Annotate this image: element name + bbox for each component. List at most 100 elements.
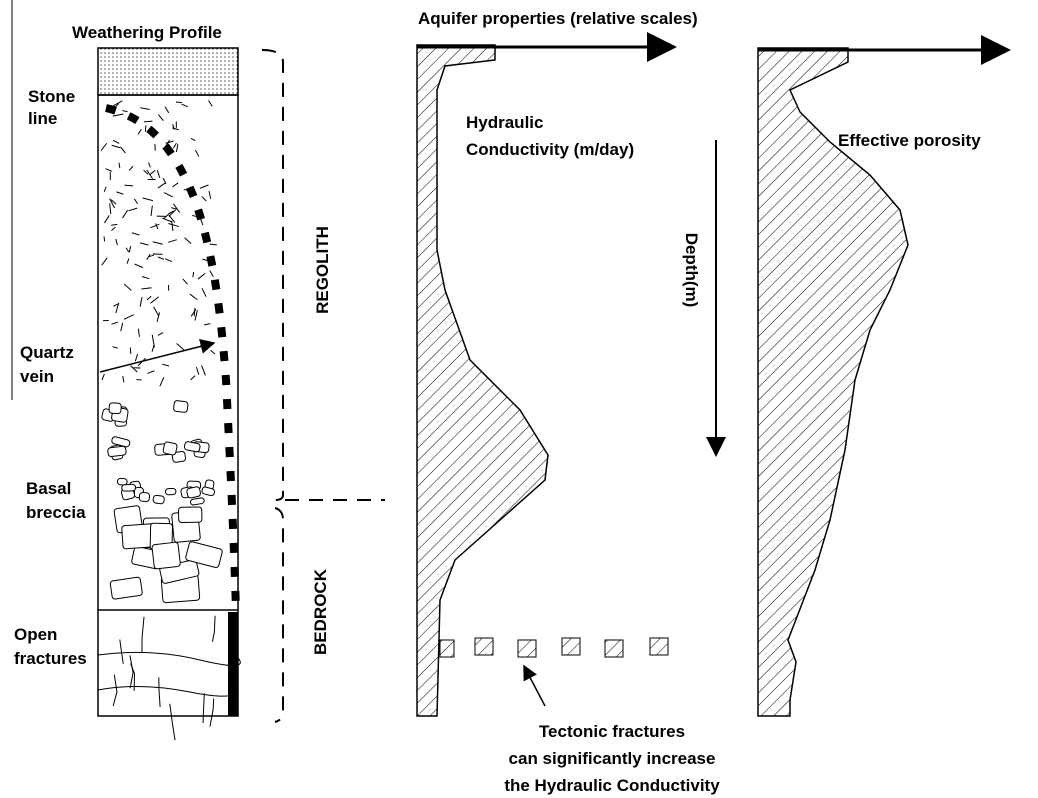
aquifer-title: Aquifer properties (relative scales) bbox=[418, 9, 698, 28]
texture bbox=[128, 208, 137, 211]
texture bbox=[153, 242, 163, 245]
fracture bbox=[562, 638, 580, 655]
texture bbox=[186, 486, 201, 498]
texture bbox=[190, 497, 205, 505]
texture bbox=[191, 376, 196, 380]
texture bbox=[139, 493, 149, 502]
texture bbox=[172, 183, 178, 187]
texture bbox=[158, 183, 166, 188]
texture bbox=[112, 347, 117, 348]
texture bbox=[147, 296, 151, 300]
texture bbox=[142, 277, 149, 279]
texture bbox=[111, 224, 117, 225]
texture bbox=[143, 198, 153, 201]
texture bbox=[120, 147, 125, 153]
texture bbox=[170, 704, 175, 740]
texture bbox=[104, 215, 109, 222]
texture bbox=[111, 227, 115, 231]
texture bbox=[165, 488, 176, 495]
texture bbox=[190, 294, 198, 300]
texture bbox=[165, 259, 172, 262]
label: vein bbox=[20, 367, 54, 386]
label: line bbox=[28, 109, 57, 128]
texture bbox=[105, 169, 111, 172]
texture bbox=[110, 577, 143, 600]
texture bbox=[134, 199, 137, 204]
profile-title: Weathering Profile bbox=[72, 23, 222, 42]
curve-label: Conductivity (m/day) bbox=[466, 140, 634, 159]
fracture-squares bbox=[440, 638, 668, 657]
texture bbox=[212, 616, 215, 642]
texture bbox=[134, 264, 142, 268]
texture bbox=[162, 364, 169, 366]
texture bbox=[121, 323, 123, 331]
texture bbox=[154, 307, 159, 316]
texture bbox=[141, 288, 151, 289]
texture bbox=[152, 335, 153, 343]
texture bbox=[166, 141, 174, 143]
fracture bbox=[440, 640, 454, 657]
texture bbox=[173, 124, 175, 129]
texture bbox=[104, 187, 106, 192]
depth-label: Depth(m) bbox=[682, 233, 701, 308]
texture bbox=[181, 104, 187, 107]
texture bbox=[152, 542, 181, 569]
label: Stone bbox=[28, 87, 75, 106]
texture bbox=[124, 315, 134, 320]
fracture bbox=[518, 640, 536, 657]
texture bbox=[156, 223, 158, 228]
texture bbox=[200, 185, 208, 188]
texture bbox=[172, 221, 173, 231]
texture bbox=[130, 348, 131, 354]
texture bbox=[210, 698, 214, 726]
texture bbox=[126, 248, 129, 252]
texture bbox=[164, 193, 173, 197]
texture bbox=[160, 377, 164, 386]
texture bbox=[122, 210, 127, 218]
texture bbox=[140, 108, 149, 110]
texture bbox=[135, 354, 137, 361]
texture bbox=[194, 308, 195, 316]
texture bbox=[204, 324, 210, 325]
texture bbox=[149, 163, 151, 168]
texture bbox=[151, 224, 160, 227]
texture bbox=[147, 371, 154, 374]
texture bbox=[98, 686, 238, 696]
curve-label: Effective porosity bbox=[838, 131, 981, 150]
texture bbox=[163, 441, 178, 455]
texture bbox=[129, 166, 133, 170]
label: fractures bbox=[14, 649, 87, 668]
texture bbox=[138, 329, 139, 337]
texture bbox=[113, 140, 119, 143]
note: can significantly increase bbox=[509, 749, 716, 768]
texture bbox=[129, 246, 130, 252]
texture bbox=[152, 344, 154, 352]
texture bbox=[138, 129, 141, 134]
texture bbox=[147, 254, 150, 260]
label: Basal bbox=[26, 479, 71, 498]
texture bbox=[168, 240, 177, 243]
texture bbox=[119, 163, 120, 168]
texture bbox=[116, 192, 123, 194]
texture bbox=[112, 145, 120, 148]
texture bbox=[123, 376, 124, 382]
texture bbox=[162, 218, 172, 222]
quartz-vein-solid bbox=[228, 612, 238, 716]
pointer-arrow bbox=[524, 666, 545, 706]
texture bbox=[157, 170, 159, 178]
label: breccia bbox=[26, 503, 86, 522]
texture bbox=[104, 236, 105, 241]
texture bbox=[203, 693, 204, 723]
weathering-profile bbox=[98, 48, 240, 740]
texture bbox=[173, 143, 176, 148]
texture bbox=[178, 507, 201, 523]
texture bbox=[113, 675, 117, 706]
texture bbox=[183, 279, 188, 284]
texture bbox=[102, 258, 108, 265]
texture bbox=[202, 365, 206, 375]
texture bbox=[140, 243, 148, 245]
texture bbox=[144, 121, 152, 122]
texture bbox=[130, 655, 133, 688]
texture bbox=[150, 170, 155, 174]
texture bbox=[151, 297, 159, 303]
